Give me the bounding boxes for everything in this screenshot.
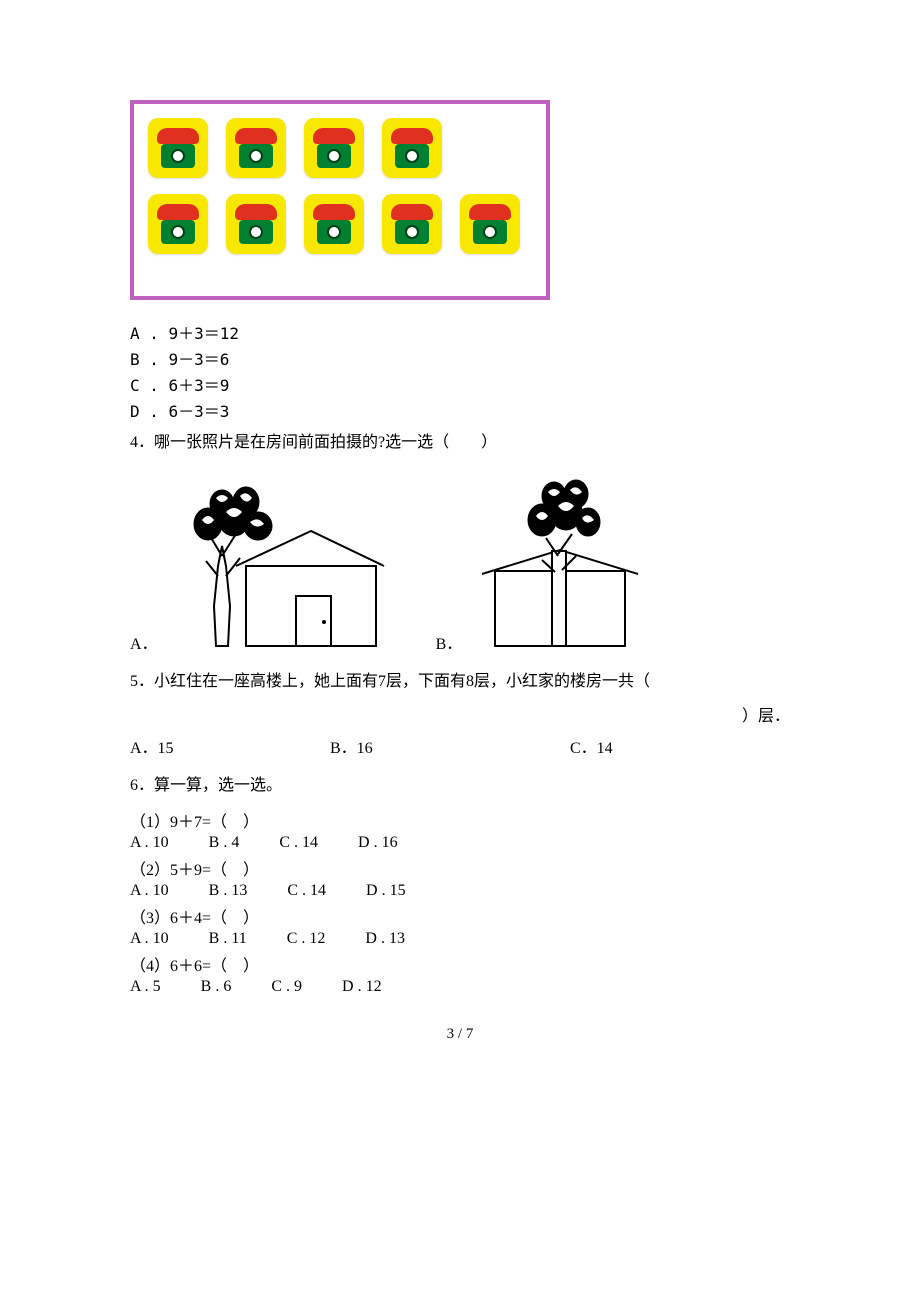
house-front-icon <box>166 476 386 656</box>
q6-sub2-q: （2）5＋9=（ ） <box>130 856 790 880</box>
q6-sub4-opts: A . 5 B . 6 C . 9 D . 12 <box>130 978 790 996</box>
q5-option-c: C．14 <box>570 734 720 758</box>
q6-sub3-b: B . 11 <box>209 930 247 948</box>
phone-icon <box>226 118 286 178</box>
q4-option-b: B． <box>416 476 641 656</box>
q5-options: A．15 B．16 C．14 <box>130 734 790 758</box>
phone-icon <box>304 118 364 178</box>
q6-sub4-a: A . 5 <box>130 978 161 996</box>
q6-sub2-c: C . 14 <box>287 882 326 900</box>
q3-option-a: A . 9＋3＝12 <box>130 320 790 344</box>
q5-tail: ）层． <box>130 702 790 726</box>
q4-label-b: B． <box>436 630 463 654</box>
q3-option-b: B . 9－3＝6 <box>130 346 790 370</box>
q6-sub-4: （4）6＋6=（ ） A . 5 B . 6 C . 9 D . 12 <box>130 952 790 996</box>
house-side-icon <box>470 476 640 656</box>
phone-icon <box>148 118 208 178</box>
phone-icon <box>304 194 364 254</box>
q4-text: 4．哪一张照片是在房间前面拍摄的?选一选（ ） <box>130 430 790 456</box>
q6-sub1-d: D . 16 <box>358 834 398 852</box>
q6-sub3-c: C . 12 <box>287 930 326 948</box>
phone-icon <box>460 194 520 254</box>
q6-sub2-a: A . 10 <box>130 882 169 900</box>
q6-sub1-a: A . 10 <box>130 834 169 852</box>
phone-row-top <box>148 118 532 178</box>
q6-sub4-c: C . 9 <box>271 978 302 996</box>
q6-sub2-d: D . 15 <box>366 882 406 900</box>
q6-sub4-q: （4）6＋6=（ ） <box>130 952 790 976</box>
phone-illustration <box>130 100 550 300</box>
q6-sub3-a: A . 10 <box>130 930 169 948</box>
q6-sub2-opts: A . 10 B . 13 C . 14 D . 15 <box>130 882 790 900</box>
q5-option-b: B．16 <box>330 734 570 758</box>
q6-sub1-c: C . 14 <box>279 834 318 852</box>
phone-icon <box>148 194 208 254</box>
phone-icon <box>226 194 286 254</box>
q6-title: 6．算一算，选一选。 <box>130 768 790 803</box>
q5-option-a: A．15 <box>130 734 330 758</box>
page-number: 3 / 7 <box>130 1026 790 1043</box>
q4-figures: A． <box>130 476 790 656</box>
q6-sub2-b: B . 13 <box>209 882 248 900</box>
q5-stem: 5．小红住在一座高楼上，她上面有7层，下面有8层，小红家的楼房一共（ <box>130 673 650 690</box>
q4-label-a: A． <box>130 630 158 654</box>
q6-sub3-opts: A . 10 B . 11 C . 12 D . 13 <box>130 930 790 948</box>
q6-sub1-q: （1）9＋7=（ ） <box>130 808 790 832</box>
q6-sub-3: （3）6＋4=（ ） A . 10 B . 11 C . 12 D . 13 <box>130 904 790 948</box>
q5-text: 5．小红住在一座高楼上，她上面有7层，下面有8层，小红家的楼房一共（ <box>130 668 790 697</box>
phone-row-bottom <box>148 194 532 254</box>
q6-sub3-d: D . 13 <box>365 930 405 948</box>
q6-sub1-opts: A . 10 B . 4 C . 14 D . 16 <box>130 834 790 852</box>
q6-sub-1: （1）9＋7=（ ） A . 10 B . 4 C . 14 D . 16 <box>130 808 790 852</box>
q6-sub4-b: B . 6 <box>201 978 232 996</box>
phone-icon <box>382 118 442 178</box>
q6-sub4-d: D . 12 <box>342 978 382 996</box>
phone-icon <box>382 194 442 254</box>
q4-option-a: A． <box>130 476 386 656</box>
q3-option-c: C . 6＋3＝9 <box>130 372 790 396</box>
q6-sub3-q: （3）6＋4=（ ） <box>130 904 790 928</box>
q3-option-d: D . 6－3＝3 <box>130 398 790 422</box>
q6-sub1-b: B . 4 <box>209 834 240 852</box>
q6-sub-2: （2）5＋9=（ ） A . 10 B . 13 C . 14 D . 15 <box>130 856 790 900</box>
